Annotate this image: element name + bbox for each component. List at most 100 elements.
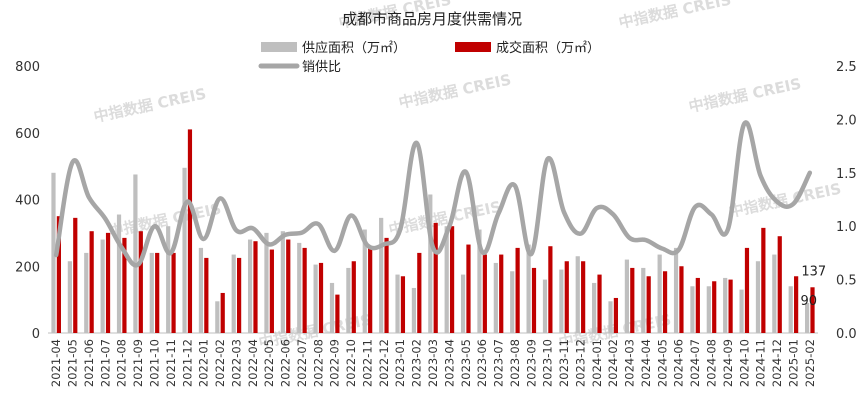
bar-supply: [329, 282, 335, 333]
bar-supply: [198, 247, 204, 333]
x-axis-tick-label: 2021-04: [49, 339, 63, 387]
bar-transaction: [351, 261, 356, 333]
x-axis-tick-label: 2023-06: [475, 339, 489, 387]
legend-swatch-transaction: [455, 42, 491, 52]
x-axis-tick-label: 2022-05: [262, 339, 276, 387]
bar-supply: [641, 267, 646, 333]
bar-transaction: [89, 231, 94, 333]
right-axis-tick-label: 1.0: [836, 220, 857, 235]
x-axis-tick-label: 2024-07: [688, 339, 702, 387]
bar-supply: [166, 226, 171, 333]
bar-transaction: [171, 252, 176, 333]
bar-transaction: [744, 247, 750, 333]
bar-transaction: [712, 281, 717, 333]
x-axis-tick-label: 2025-02: [803, 339, 817, 387]
x-axis-tick-label: 2022-08: [311, 339, 325, 387]
bar-transaction: [417, 252, 422, 333]
bar-transaction: [662, 271, 668, 333]
bar-transaction: [761, 227, 766, 333]
bar-supply: [133, 174, 138, 333]
bar-transaction: [302, 247, 307, 333]
x-axis-tick-label: 2024-01: [590, 339, 604, 387]
bar-transaction: [73, 217, 78, 333]
x-axis-tick-label: 2023-08: [508, 339, 522, 387]
bar-transaction: [253, 241, 258, 333]
watermark-text: 中指数据 CREIS: [687, 75, 803, 116]
x-axis-tick-label: 2022-12: [377, 339, 391, 387]
bar-supply: [526, 244, 531, 333]
bar-supply: [444, 226, 449, 333]
bar-supply: [182, 167, 187, 333]
x-axis-labels: 2021-04 2021-05 2021-06 2021-07 2021-08 2021-…: [49, 339, 817, 387]
bar-supply: [592, 282, 597, 333]
left-axis-tick-label: 400: [15, 194, 40, 209]
right-axis: 0.0 0.5 1.0 1.5 2.0 2.5: [836, 60, 857, 342]
bar-transaction: [499, 254, 504, 333]
bar-supply: [67, 261, 72, 333]
bar-supply: [51, 172, 56, 333]
bar-supply: [624, 259, 629, 333]
bar-transaction: [105, 232, 111, 333]
bar-transaction: [613, 297, 619, 333]
x-axis-tick-label: 2021-09: [131, 339, 145, 387]
bar-transaction: [138, 231, 143, 333]
x-axis-tick-label: 2024-12: [770, 339, 784, 387]
ratio-line: [53, 120, 813, 268]
bar-transaction: [646, 276, 651, 333]
bar-supply: [755, 261, 761, 333]
watermark-text: 中指数据 CREIS: [397, 71, 513, 112]
bar-transaction: [237, 257, 242, 333]
x-axis-tick-label: 2021-12: [180, 339, 194, 387]
x-axis-tick-label: 2024-05: [655, 339, 669, 387]
bar-supply: [149, 252, 154, 333]
bar-supply: [542, 279, 548, 333]
bar-supply: [411, 287, 417, 333]
bar-transaction: [187, 129, 193, 333]
bar-supply: [362, 229, 367, 333]
left-axis-tick-label: 800: [15, 60, 40, 75]
bar-supply: [690, 286, 695, 333]
bar-supply: [706, 286, 711, 333]
x-axis-tick-label: 2024-10: [737, 339, 751, 387]
x-axis-tick-label: 2023-02: [410, 339, 424, 387]
bar-supply: [739, 289, 744, 333]
bar-supply: [264, 232, 269, 333]
x-axis-tick-label: 2023-03: [426, 339, 440, 387]
bar-supply: [805, 302, 810, 333]
x-axis-tick-label: 2023-10: [541, 339, 555, 387]
bar-supply: [772, 254, 777, 333]
x-axis-tick-label: 2021-11: [164, 339, 178, 387]
bar-supply: [428, 194, 433, 333]
bar-supply: [346, 267, 351, 333]
bar-supply: [460, 274, 466, 333]
x-axis-tick-label: 2022-04: [246, 339, 260, 387]
bar-transaction: [810, 287, 815, 333]
bar-supply: [510, 271, 515, 333]
bar-supply: [477, 229, 482, 333]
bar-supply: [575, 256, 580, 333]
bar-supply: [297, 242, 302, 333]
x-axis-tick-label: 2024-02: [606, 339, 620, 387]
legend-label-supply: 供应面积（万㎡）: [302, 40, 406, 56]
x-axis-tick-label: 2023-05: [459, 339, 473, 387]
bar-transaction: [728, 279, 733, 333]
x-axis-tick-label: 2022-06: [279, 339, 293, 387]
bar-supply: [100, 239, 105, 333]
legend-label-ratio: 销供比: [302, 60, 341, 75]
bar-transaction: [400, 276, 406, 333]
watermark-text: 中指数据 CREIS: [92, 85, 208, 126]
bar-transaction: [531, 267, 537, 333]
bar-transaction: [220, 292, 225, 333]
x-axis-tick-label: 2022-11: [360, 339, 374, 387]
left-axis-tick-label: 600: [15, 127, 40, 142]
bar-supply: [395, 274, 400, 333]
x-axis-tick-label: 2022-10: [344, 339, 358, 387]
bar-transaction: [56, 216, 61, 333]
left-axis: 0 200 400 600 800: [15, 60, 40, 342]
right-axis-tick-label: 0.0: [836, 327, 857, 342]
right-axis-tick-label: 0.5: [836, 274, 857, 289]
bar-supply: [608, 301, 613, 333]
x-axis-tick-label: 2022-01: [197, 339, 211, 387]
x-axis-tick-label: 2021-08: [115, 339, 129, 387]
